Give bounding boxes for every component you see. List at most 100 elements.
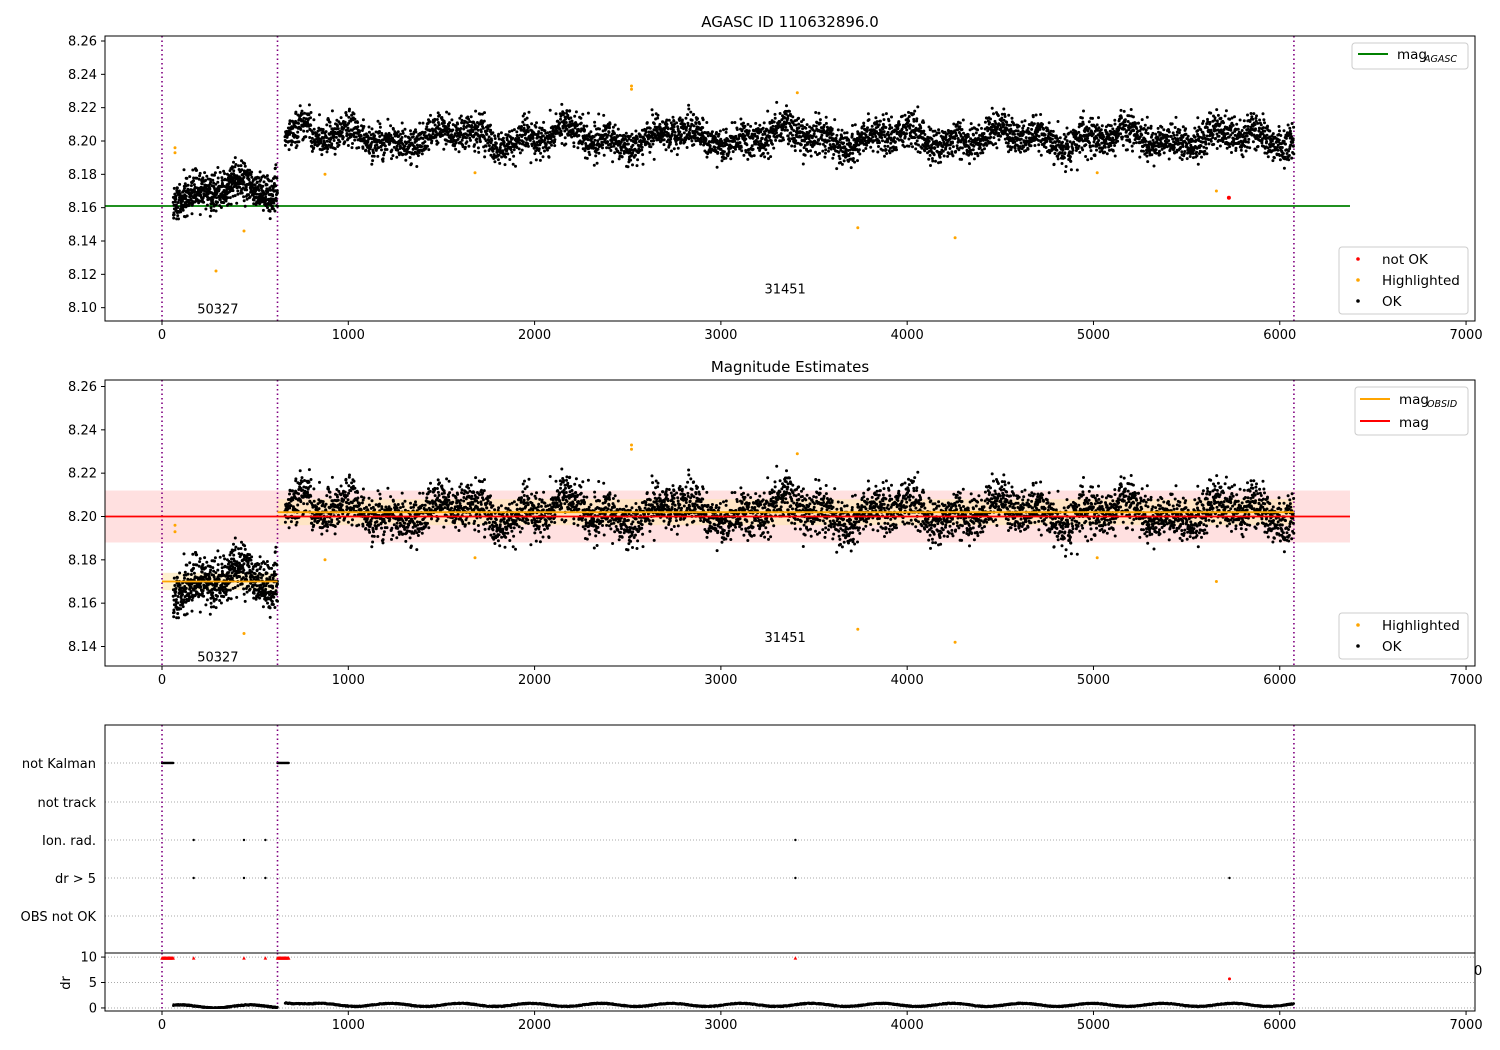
ok-point [572,145,576,148]
ok-point [662,143,666,147]
ok-point [204,178,207,182]
ok-point [851,124,854,127]
ok-point [484,144,488,148]
ok-point [203,171,207,175]
ok-point [274,199,278,203]
ok-point [460,118,464,122]
ok-point [198,171,202,175]
ok-point [954,149,958,153]
ok-point [1047,121,1051,125]
ok-point [766,139,769,143]
ok-point [558,121,562,125]
ok-point [320,153,324,157]
ok-point [951,145,955,149]
ok-point [927,139,931,143]
ok-point [237,164,240,168]
ok-point [443,132,447,136]
ok-point [341,135,345,139]
ok-point [506,152,510,156]
ok-point [482,119,486,123]
ok-point [794,139,798,143]
ok-point [785,104,788,108]
ok-point [1129,108,1133,111]
ok-point [643,137,646,141]
ok-point [435,118,439,121]
ok-point [181,199,184,203]
ok-point [593,124,597,128]
ok-point [572,141,576,145]
ok-point [1066,145,1070,149]
ok-point [1091,116,1094,120]
ok-point [886,144,890,148]
ok-point [605,146,609,150]
ok-point [866,112,870,116]
ok-point [851,157,855,160]
ok-point [262,180,266,184]
ok-point [325,123,329,127]
ok-point [275,191,279,195]
ok-point [786,134,790,138]
ok-point [948,147,952,150]
ok-point [427,118,430,122]
ok-point [746,122,750,126]
ok-point [1013,146,1017,150]
ok-point [309,111,313,114]
ok-point [836,128,840,132]
ok-point [929,164,932,167]
ok-point [612,144,616,148]
ok-point [469,138,472,142]
ok-point [1121,144,1125,147]
ok-point [871,135,875,139]
ok-point [1060,162,1064,165]
ok-point [912,119,916,123]
ok-point [889,141,893,145]
ok-point [870,124,874,128]
ok-point [283,143,287,147]
ok-point [651,142,655,146]
ok-point [823,155,827,159]
ok-point [976,154,980,158]
ok-point [823,144,827,148]
ok-point [1123,118,1127,122]
ok-point [1201,119,1205,123]
ok-point [218,198,222,202]
ok-point [426,144,429,148]
ok-point [1196,162,1200,166]
ok-point [243,164,247,168]
ok-point [724,127,728,131]
ok-point [890,115,893,119]
ok-point [361,139,365,143]
ok-point [1006,141,1010,145]
ok-point [397,134,401,138]
ok-point [690,139,694,143]
ok-point [421,121,425,125]
ok-point [408,138,412,142]
ok-point [361,146,365,150]
ok-point [803,153,807,157]
ok-point [367,125,371,129]
ok-point [258,202,262,206]
ok-point [596,147,600,151]
ok-point [172,203,176,207]
ok-point [317,142,321,146]
ok-point [446,139,450,143]
ok-point [1005,120,1009,124]
ok-point [1109,144,1113,147]
ok-point [172,186,176,190]
ok-point [289,131,293,135]
ok-point [185,214,189,218]
ok-point [824,115,828,119]
ok-point [442,121,446,125]
ok-point [477,150,481,154]
ok-point [500,155,504,159]
ok-point [240,159,243,163]
ok-point [538,158,542,162]
ok-point [209,178,212,181]
ok-point [342,126,346,130]
ok-point [381,157,385,161]
ok-point [960,128,964,131]
ok-point [308,136,312,139]
ok-point [1033,144,1037,147]
ok-point [775,100,779,104]
